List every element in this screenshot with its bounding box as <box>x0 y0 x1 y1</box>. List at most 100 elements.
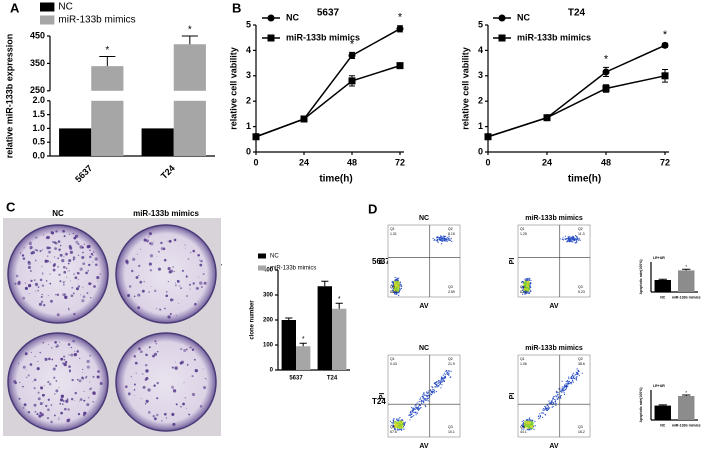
colony <box>73 273 75 276</box>
event-dot <box>562 239 565 241</box>
colony <box>46 417 49 420</box>
event-dot <box>531 420 533 422</box>
event-dot <box>567 386 569 388</box>
colony <box>13 380 17 384</box>
event-dot <box>436 236 438 238</box>
colony <box>43 304 46 307</box>
event-dot <box>528 419 530 421</box>
event-dot <box>423 402 425 404</box>
colony <box>77 254 80 256</box>
event-dot <box>432 387 434 389</box>
event-dot <box>528 417 531 419</box>
colony <box>140 398 142 400</box>
colony <box>35 236 38 239</box>
colony <box>14 282 17 285</box>
colony <box>199 405 203 408</box>
colony <box>68 259 72 263</box>
colony <box>71 286 74 289</box>
quadrant-value: 10.1 <box>448 430 455 434</box>
x-tick-label: 48 <box>347 157 357 167</box>
colony <box>128 285 132 288</box>
colony <box>89 387 92 391</box>
event-dot <box>441 377 443 379</box>
quadrant-name: Q4 <box>520 425 525 429</box>
colony <box>63 358 66 361</box>
event-dot <box>563 386 565 388</box>
colony <box>148 232 152 236</box>
colony <box>190 251 192 253</box>
event-dot <box>398 426 400 428</box>
colony <box>44 357 48 361</box>
event-dot <box>397 288 399 290</box>
colony <box>148 291 151 293</box>
x-tick-label: T24 <box>159 163 177 181</box>
series-line <box>487 75 666 138</box>
colony <box>76 350 79 353</box>
quadrant-value: 21.9 <box>448 362 455 366</box>
colony <box>47 295 49 297</box>
colony <box>72 339 75 343</box>
colony <box>22 296 26 300</box>
colony <box>97 375 99 378</box>
colony <box>172 266 174 268</box>
colony <box>134 361 138 365</box>
colony <box>149 269 153 272</box>
colony <box>82 295 86 299</box>
colony <box>44 259 48 263</box>
colony <box>195 286 199 290</box>
colony <box>47 381 49 383</box>
quadrant-value: 0.43 <box>390 362 397 366</box>
event-dot <box>544 408 546 410</box>
event-dot <box>526 422 528 424</box>
quadrant-value: 5.23 <box>578 290 585 294</box>
event-dot <box>564 238 566 240</box>
bar <box>296 346 311 370</box>
event-dot <box>424 398 426 400</box>
event-dot <box>533 428 535 430</box>
event-dot <box>391 289 394 291</box>
colony <box>71 378 74 382</box>
legend-label: NC <box>517 12 530 22</box>
event-dot <box>394 427 396 429</box>
significance-label: * <box>685 264 687 269</box>
colony <box>184 244 186 246</box>
event-dot <box>435 383 437 385</box>
colony <box>38 302 42 306</box>
colony <box>42 393 45 397</box>
colony <box>125 260 129 264</box>
colony <box>145 369 149 373</box>
event-dot <box>422 395 424 397</box>
colony <box>23 403 27 407</box>
colony <box>174 361 176 363</box>
event-dot <box>418 404 421 406</box>
legend-swatch <box>258 265 266 271</box>
event-dot <box>523 419 525 422</box>
colony <box>143 238 147 242</box>
event-dot <box>391 422 393 424</box>
event-dot <box>526 291 528 293</box>
event-dot <box>396 291 399 293</box>
colony <box>48 246 51 250</box>
x-tick-label: miR-133b mimics <box>672 423 701 427</box>
event-dot <box>435 239 437 241</box>
colony <box>70 353 74 357</box>
colony <box>74 276 78 280</box>
colony <box>47 408 50 412</box>
event-dot <box>552 397 554 400</box>
event-dot <box>538 418 540 420</box>
event-dot <box>397 428 399 430</box>
event-dot <box>525 288 527 290</box>
y-tick-label: 2 <box>246 96 251 106</box>
event-dot <box>526 278 529 280</box>
legend-marker <box>498 34 506 42</box>
colony <box>54 393 56 395</box>
colony <box>41 293 43 296</box>
quadrant-name: Q2 <box>448 227 453 231</box>
colony <box>30 251 34 255</box>
event-dot <box>528 281 530 283</box>
series-line <box>255 64 401 138</box>
colony <box>32 380 34 382</box>
quadrant-value: 2.59 <box>448 290 455 294</box>
event-dot <box>436 384 438 386</box>
dish <box>115 332 217 432</box>
